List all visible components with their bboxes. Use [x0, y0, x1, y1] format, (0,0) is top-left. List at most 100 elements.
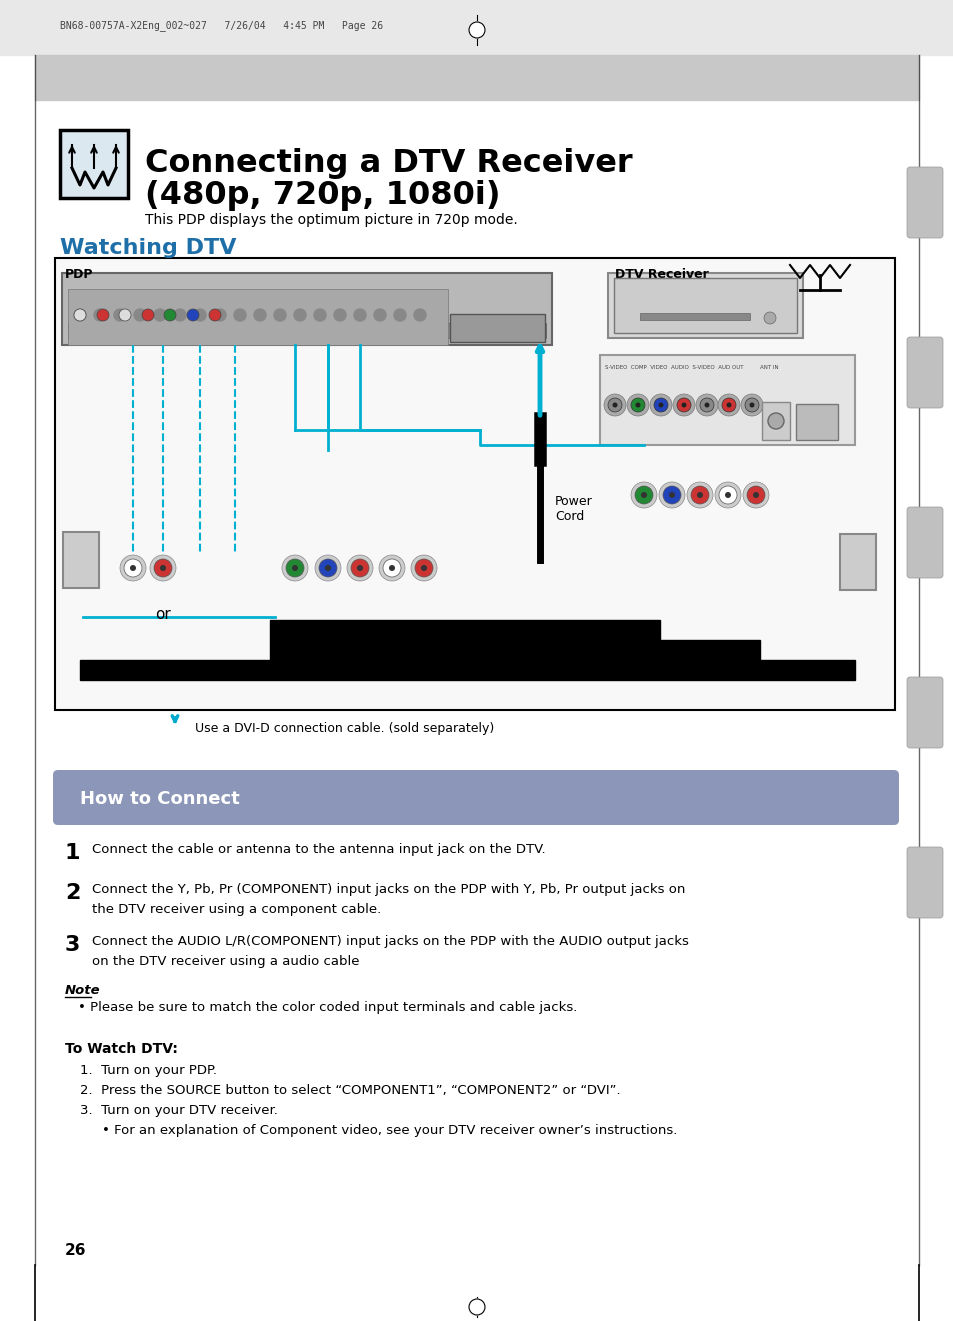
Text: 3.  Turn on your DTV receiver.: 3. Turn on your DTV receiver.	[80, 1104, 277, 1118]
Circle shape	[347, 555, 373, 581]
Bar	[450, 314, 544, 342]
Circle shape	[153, 309, 166, 321]
Circle shape	[334, 309, 346, 321]
Circle shape	[767, 413, 783, 429]
Circle shape	[314, 309, 326, 321]
Circle shape	[680, 403, 686, 407]
Bar	[614, 277, 796, 333]
Bar	[35, 55, 918, 100]
Bar	[60, 129, 128, 198]
Circle shape	[726, 403, 731, 407]
Circle shape	[700, 398, 713, 412]
Circle shape	[124, 559, 142, 577]
Circle shape	[635, 403, 639, 407]
Circle shape	[113, 309, 126, 321]
Circle shape	[607, 398, 621, 412]
Bar	[761, 402, 789, 440]
Circle shape	[173, 309, 186, 321]
Circle shape	[658, 403, 662, 407]
Circle shape	[213, 309, 226, 321]
Circle shape	[374, 309, 386, 321]
Circle shape	[286, 559, 304, 577]
FancyBboxPatch shape	[906, 847, 942, 918]
Circle shape	[292, 565, 297, 571]
Text: • For an explanation of Component video, see your DTV receiver owner’s instructi: • For an explanation of Component video,…	[102, 1124, 677, 1137]
Text: 26: 26	[65, 1243, 87, 1258]
Circle shape	[420, 565, 427, 571]
Circle shape	[752, 491, 759, 498]
Text: or: or	[155, 608, 171, 622]
Circle shape	[153, 559, 172, 577]
Circle shape	[469, 1299, 484, 1314]
Text: Connect the AUDIO L/R(COMPONENT) input jacks on the PDP with the AUDIO output ja: Connect the AUDIO L/R(COMPONENT) input j…	[91, 935, 688, 948]
Bar	[55, 258, 894, 709]
Circle shape	[630, 482, 657, 509]
Circle shape	[635, 486, 652, 505]
Circle shape	[742, 482, 768, 509]
Text: (480p, 720p, 1080i): (480p, 720p, 1080i)	[145, 180, 500, 211]
Circle shape	[354, 309, 366, 321]
Bar	[68, 289, 448, 345]
Circle shape	[672, 394, 695, 416]
Text: • Please be sure to match the color coded input terminals and cable jacks.: • Please be sure to match the color code…	[78, 1001, 577, 1015]
Circle shape	[686, 482, 712, 509]
FancyBboxPatch shape	[906, 166, 942, 238]
Circle shape	[164, 309, 175, 321]
Text: 2: 2	[65, 882, 80, 904]
Circle shape	[696, 394, 718, 416]
Text: Component Cable: Component Cable	[443, 622, 556, 635]
Circle shape	[253, 309, 266, 321]
Circle shape	[714, 482, 740, 509]
Circle shape	[662, 486, 680, 505]
Bar	[80, 660, 854, 680]
Circle shape	[193, 309, 206, 321]
Text: on the DTV receiver using a audio cable: on the DTV receiver using a audio cable	[91, 955, 359, 968]
Circle shape	[414, 309, 426, 321]
Circle shape	[120, 555, 146, 581]
Circle shape	[378, 555, 405, 581]
Circle shape	[233, 309, 246, 321]
Circle shape	[690, 486, 708, 505]
Circle shape	[724, 491, 730, 498]
Circle shape	[630, 398, 644, 412]
Circle shape	[382, 559, 400, 577]
Text: Watching DTV: Watching DTV	[60, 238, 236, 258]
Bar	[68, 324, 545, 338]
Circle shape	[626, 394, 648, 416]
Text: 1: 1	[65, 843, 80, 863]
Circle shape	[654, 398, 667, 412]
FancyBboxPatch shape	[906, 337, 942, 408]
Text: Note: Note	[65, 984, 100, 997]
Circle shape	[150, 555, 175, 581]
Circle shape	[142, 309, 153, 321]
FancyBboxPatch shape	[906, 507, 942, 579]
Text: Connect the cable or antenna to the antenna input jack on the DTV.: Connect the cable or antenna to the ante…	[91, 843, 545, 856]
Circle shape	[94, 309, 106, 321]
Text: Use a DVI-D connection cable. (sold separately): Use a DVI-D connection cable. (sold sepa…	[194, 723, 494, 734]
Bar	[63, 532, 99, 588]
Bar	[270, 620, 659, 639]
Bar	[0, 0, 953, 55]
Circle shape	[718, 394, 740, 416]
Text: 3: 3	[65, 935, 80, 955]
Circle shape	[677, 398, 690, 412]
Circle shape	[74, 309, 86, 321]
Circle shape	[640, 491, 646, 498]
Circle shape	[356, 565, 363, 571]
Circle shape	[187, 309, 199, 321]
Circle shape	[659, 482, 684, 509]
Text: 2.  Press the SOURCE button to select “COMPONENT1”, “COMPONENT2” or “DVI”.: 2. Press the SOURCE button to select “CO…	[80, 1085, 620, 1096]
Bar	[795, 404, 837, 440]
Circle shape	[389, 565, 395, 571]
Circle shape	[394, 309, 406, 321]
Circle shape	[74, 309, 86, 321]
Circle shape	[719, 486, 737, 505]
Circle shape	[97, 309, 109, 321]
Circle shape	[469, 22, 484, 38]
Text: ANT IN: ANT IN	[760, 365, 778, 370]
Circle shape	[649, 394, 671, 416]
Circle shape	[746, 486, 764, 505]
Circle shape	[603, 394, 625, 416]
Circle shape	[160, 565, 166, 571]
Circle shape	[749, 403, 754, 407]
